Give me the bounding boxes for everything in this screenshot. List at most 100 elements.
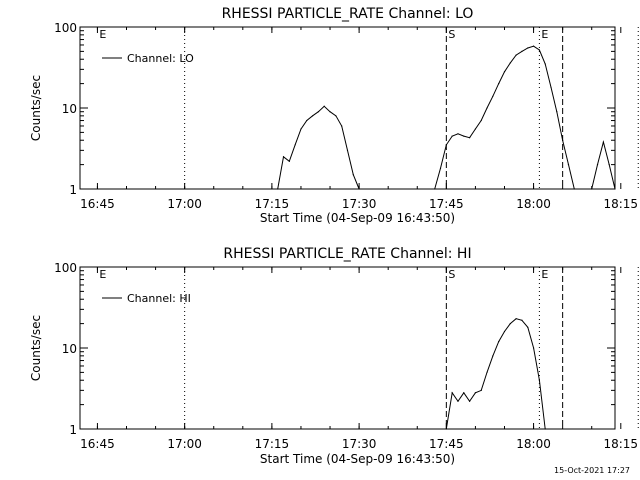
chart-1-data-point	[346, 149, 349, 151]
chart-1-xtick-label: 16:45	[80, 197, 115, 211]
chart-1-data-point	[335, 115, 337, 117]
chart-2-data-point	[457, 400, 459, 402]
chart-2-series-line	[445, 318, 546, 430]
chart-2-xtick-label: 18:15	[603, 437, 638, 451]
chart-2-xtick-label: 16:45	[80, 437, 115, 451]
chart-1-data-point	[602, 141, 604, 143]
chart-1-data-point	[527, 47, 529, 49]
chart-1-data-point	[521, 50, 523, 52]
chart-2-ytick-label: 1	[69, 423, 77, 437]
chart-1-xlabel: Start Time (04-Sep-09 16:43:50)	[260, 211, 455, 225]
chart-1-data-point	[434, 188, 436, 190]
chart-1-data-point	[596, 164, 599, 166]
chart-1-data-point	[300, 128, 302, 130]
chart-1-data-point	[532, 45, 535, 47]
chart-2-data-point	[451, 392, 453, 394]
chart-1-marker-label: S	[448, 28, 455, 41]
chart-1-data-point	[358, 188, 360, 190]
chart-1-data-point	[608, 164, 610, 166]
chart-1-data-point	[509, 62, 511, 64]
chart-1-data-point	[556, 111, 558, 113]
chart-1-data-point	[550, 86, 552, 88]
chart-2-xtick-label: 18:00	[516, 437, 551, 451]
chart-1-data-point	[311, 115, 314, 117]
footer-timestamp: 15-Oct-2021 17:27	[554, 466, 630, 475]
chart-2-data-point	[503, 330, 506, 333]
chart-2-data-point	[527, 326, 529, 328]
chart-1-data-point	[288, 160, 290, 162]
chart-1-legend-label: Channel: LO	[127, 52, 194, 65]
chart-1-data-point	[562, 139, 564, 141]
chart-1-series-line	[434, 45, 575, 190]
chart-1-marker-label: E	[541, 28, 548, 41]
chart-2-data-point	[521, 319, 523, 321]
chart-1-data-point	[294, 144, 296, 146]
chart-1-data-point	[306, 119, 308, 122]
chart-2-data-point	[515, 318, 517, 320]
chart-2-xtick-label: 17:45	[429, 437, 464, 451]
chart-2-data-point	[492, 355, 494, 357]
chart-1-data-point	[474, 128, 477, 130]
chart-1-data-point	[591, 188, 593, 190]
chart-1-data-point	[341, 125, 343, 127]
chart-1-data-point	[614, 188, 616, 190]
chart-1-data-point	[463, 135, 465, 137]
chart-2-xtick-label: 17:30	[342, 437, 377, 451]
chart-1-marker-label: E	[99, 28, 106, 41]
chart-1-xtick-label: 18:15	[603, 197, 638, 211]
chart-2-data-point	[538, 379, 540, 381]
chart-1-data-point	[480, 119, 482, 122]
chart-2-ylabel: Counts/sec	[29, 315, 43, 381]
chart-1-data-point	[498, 83, 500, 85]
chart-2-data-point	[486, 371, 488, 373]
chart-1-data-point	[469, 137, 471, 139]
chart-1-ylabel: Counts/sec	[29, 75, 43, 141]
chart-1-ytick-label: 1	[69, 183, 77, 197]
chart-2-data-point	[469, 400, 471, 402]
chart-2-data-point	[532, 347, 535, 349]
chart-1-data-point	[486, 107, 488, 109]
chart-1-ytick-label: 10	[62, 102, 77, 116]
chart-2-marker-label: S	[448, 268, 455, 281]
chart-1-data-point	[515, 54, 517, 56]
chart-1-series-line	[591, 140, 616, 190]
chart-2-data-point	[498, 340, 500, 343]
chart-2-data-point	[509, 323, 511, 325]
chart-1-data-point	[573, 188, 575, 190]
chart-2-ytick-label: 100	[54, 261, 77, 275]
chart-1-title: RHESSI PARTICLE_RATE Channel: LO	[222, 6, 474, 22]
chart-1-data-point	[352, 174, 354, 176]
chart-1-xtick-label: 17:45	[429, 197, 464, 211]
chart-1-data-point	[503, 71, 506, 73]
chart-2-data-point	[474, 392, 477, 394]
chart-1-data-point	[451, 135, 453, 137]
chart-1-xtick-label: 17:00	[167, 197, 202, 211]
chart-2-xtick-label: 17:00	[167, 437, 202, 451]
chart-2-marker-label: E	[541, 268, 548, 281]
chart-1-data-point	[323, 105, 325, 107]
chart-1-data-point	[329, 111, 331, 113]
chart-1-ytick-label: 100	[54, 21, 77, 35]
chart-1-xtick-label: 17:30	[342, 197, 377, 211]
chart-2-xtick-label: 17:15	[255, 437, 290, 451]
chart-2-title: RHESSI PARTICLE_RATE Channel: HI	[223, 246, 471, 262]
chart-1-data-point	[317, 111, 320, 113]
chart-2-data-point	[463, 392, 465, 394]
chart-1-data-point	[282, 156, 285, 158]
chart-1-data-point	[492, 95, 494, 97]
chart-1-series-line	[277, 105, 360, 190]
chart-2-data-point	[480, 389, 482, 391]
chart-1-xtick-label: 18:00	[516, 197, 551, 211]
chart-1-data-point	[544, 63, 546, 65]
chart-1-data-point	[567, 164, 570, 166]
chart-1-data-point	[439, 167, 442, 169]
chart-1-xtick-label: 17:15	[255, 197, 290, 211]
chart-2-marker-label: E	[99, 268, 106, 281]
chart-1-data-point	[538, 49, 540, 51]
chart-2-legend-label: Channel: HI	[127, 292, 191, 305]
chart-1-data-point	[277, 188, 279, 190]
chart-1-data-point	[445, 144, 447, 146]
chart-1-data-point	[457, 133, 459, 135]
chart-2-xlabel: Start Time (04-Sep-09 16:43:50)	[260, 452, 455, 466]
